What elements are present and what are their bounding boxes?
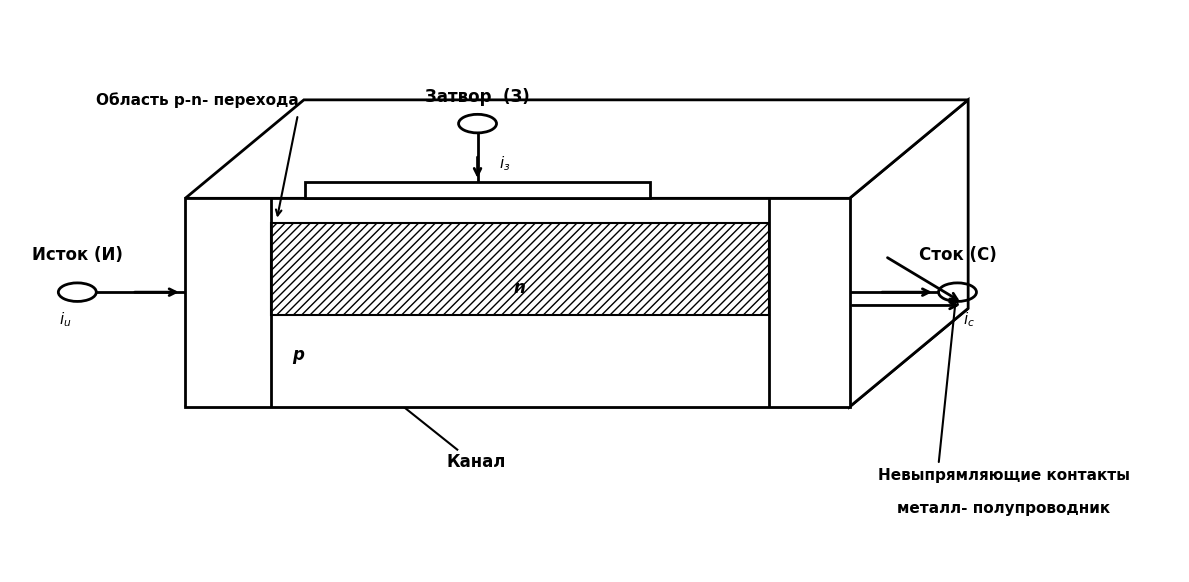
Text: металл- полупроводник: металл- полупроводник [898, 501, 1111, 516]
Polygon shape [185, 308, 968, 407]
Text: Исток (И): Исток (И) [32, 246, 122, 264]
Text: $i_c$: $i_c$ [963, 311, 975, 329]
Text: Затвор  (З): Затвор (З) [426, 88, 530, 106]
Bar [185, 198, 849, 407]
Bar [304, 182, 650, 198]
Text: $i_u$: $i_u$ [59, 311, 71, 329]
Text: Канал: Канал [446, 453, 505, 471]
Text: Область р-n- перехода: Область р-n- перехода [96, 92, 300, 108]
Text: Сток (С): Сток (С) [919, 246, 996, 264]
Bar [271, 223, 769, 315]
Polygon shape [185, 100, 968, 198]
Text: Невыпрямляющие контакты: Невыпрямляющие контакты [877, 468, 1130, 482]
Text: р: р [292, 346, 304, 364]
Polygon shape [849, 100, 968, 407]
Text: $i_з$: $i_з$ [499, 154, 510, 173]
Text: n: n [514, 279, 526, 297]
